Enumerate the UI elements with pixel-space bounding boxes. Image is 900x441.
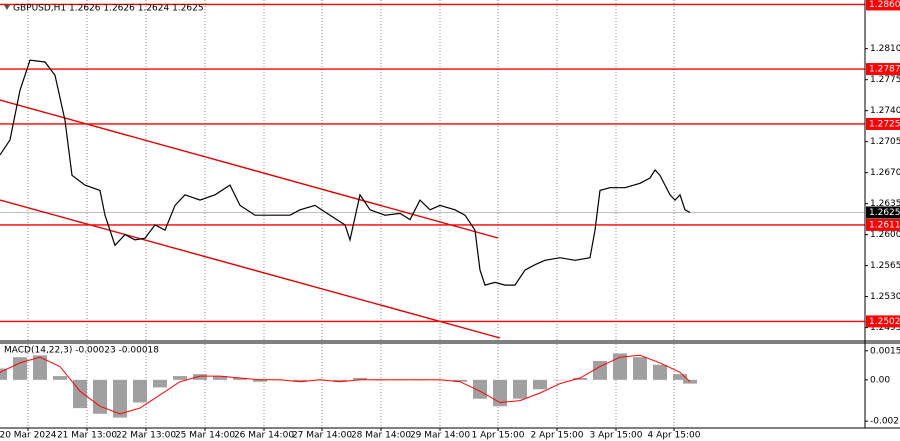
level-tag (866, 315, 900, 328)
y-tick-label: 1.2740 (870, 106, 900, 116)
x-tick-label: 25 Mar 14:00 (175, 431, 235, 441)
y-tick-label: 1.2565 (870, 261, 900, 271)
histogram-bar (353, 377, 367, 380)
channel-upper (0, 99, 499, 239)
x-tick-label: 20 Mar 2024 (0, 431, 57, 441)
histogram-bar (0, 368, 7, 380)
price-line (0, 59, 691, 286)
level-label: 1.2860 (869, 0, 900, 10)
histogram-bar (573, 377, 587, 380)
histogram-bar (613, 353, 627, 380)
level-tag (866, 218, 900, 231)
histogram-bar (293, 379, 307, 382)
x-tick-label: 22 Mar 13:00 (116, 431, 176, 441)
histogram-bar (513, 379, 527, 399)
x-tick-label: 27 Mar 14:00 (292, 431, 352, 441)
y-tick-label: 1.2635 (870, 199, 900, 209)
level-label: 1.2611 (869, 220, 900, 230)
histogram-bar (493, 379, 507, 407)
histogram-bar (683, 379, 697, 384)
histogram-bar (153, 379, 167, 388)
channel-lower (0, 199, 501, 339)
symbol-icon (4, 5, 10, 10)
y-tick-label: 1.2670 (870, 168, 900, 178)
marks (0, 3, 865, 418)
y-tick-label: 1.2495 (870, 323, 900, 333)
y-tick-label: 1.2530 (870, 292, 900, 302)
histogram-bar (173, 376, 187, 380)
histogram-bar (633, 357, 647, 380)
y-tick-label: 0.00 (870, 375, 890, 385)
histogram-bar (673, 374, 687, 380)
level-tag (866, 0, 900, 11)
last-price-label: 1.2625 (869, 208, 900, 218)
histogram-bar (473, 379, 487, 399)
histogram-bar (553, 379, 567, 381)
histogram-bar (73, 379, 87, 409)
x-tick-label: 1 Apr 15:00 (472, 431, 525, 441)
histogram-bar (333, 379, 347, 382)
histogram-bar (593, 360, 607, 380)
y-tick-label: 0.00154 (870, 346, 900, 356)
level-label: 1.2787 (869, 65, 900, 75)
y-tick-label: 1.2810 (870, 44, 900, 54)
x-tick-label: 26 Mar 14:00 (234, 431, 294, 441)
histogram-bar (253, 379, 267, 382)
x-tick-label: 28 Mar 14:00 (351, 431, 411, 441)
histogram-bar (193, 374, 207, 380)
histogram-bar (213, 376, 227, 380)
y-tick-label: 1.2705 (870, 137, 900, 147)
y-tick-label: 1.2600 (870, 230, 900, 240)
level-label: 1.2725 (869, 119, 900, 129)
histogram-bar (653, 364, 667, 380)
histogram-bar (453, 379, 467, 382)
level-tag (866, 117, 900, 130)
level-tag (866, 63, 900, 76)
signal-line (0, 354, 691, 415)
histogram-bar (133, 379, 147, 403)
y-tick-label: 1.2775 (870, 75, 900, 85)
x-tick-label: 29 Mar 14:00 (410, 431, 470, 441)
level-label: 1.2502 (869, 317, 900, 327)
y-tick-label: -0.00219 (870, 417, 900, 427)
macd-title: MACD(14,22,3) -0.00023 -0.00018 (4, 346, 159, 356)
histogram-bar (13, 357, 27, 380)
x-tick-label: 2 Apr 15:00 (531, 431, 584, 441)
x-tick-label: 21 Mar 13:00 (57, 431, 117, 441)
chart-title: GBPUSD,H1 1.2626 1.2626 1.2624 1.2625 (13, 4, 204, 14)
histogram-bar (93, 379, 107, 414)
histogram-bar (113, 379, 127, 418)
histogram-bar (233, 377, 247, 380)
x-tick-label: 3 Apr 15:00 (590, 431, 643, 441)
last-price-tag (866, 206, 900, 219)
histogram-bar (33, 355, 47, 380)
histogram-bar (53, 376, 67, 380)
histogram-bar (533, 379, 547, 390)
x-tick-label: 4 Apr 15:00 (648, 431, 701, 441)
